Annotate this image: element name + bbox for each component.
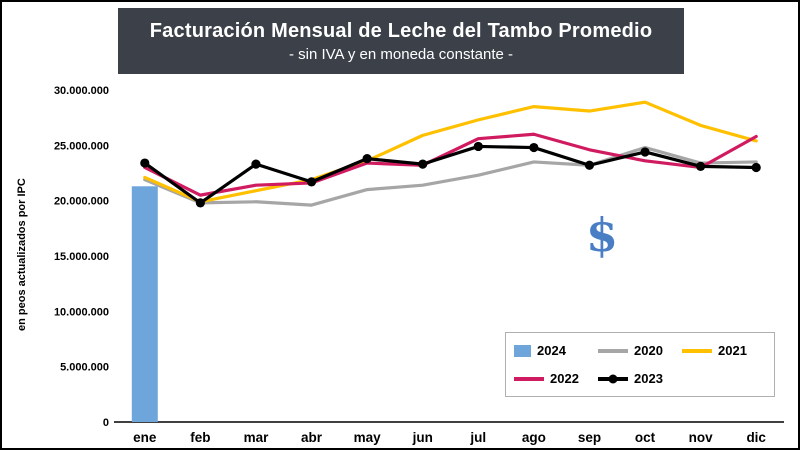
y-tick-label: 15.000.000 xyxy=(54,251,109,263)
legend-label-2023: 2023 xyxy=(634,371,663,386)
y-tick-label: 30.000.000 xyxy=(54,85,109,97)
marker-2023 xyxy=(251,159,261,169)
line-2021 xyxy=(143,100,758,204)
legend-marker-dot xyxy=(608,374,618,383)
legend-swatch-2023 xyxy=(598,373,628,385)
x-tick-label: jun xyxy=(412,430,433,445)
marker-2023 xyxy=(751,162,761,173)
y-tick-label: 5.000.000 xyxy=(60,362,109,374)
x-tick-label: dic xyxy=(746,430,766,445)
x-tick-label: oct xyxy=(635,430,656,445)
y-tick-label: 25.000.000 xyxy=(54,140,109,152)
y-tick-label: 0 xyxy=(103,417,109,429)
legend-label-2024: 2024 xyxy=(537,343,566,358)
x-tick-label: mar xyxy=(244,430,270,445)
marker-2023 xyxy=(640,147,650,157)
x-tick-label: ago xyxy=(522,430,546,445)
legend-item-2021: 2021 xyxy=(682,343,766,358)
legend-swatch-2022 xyxy=(514,373,544,385)
chart-title: Facturación Mensual de Leche del Tambo P… xyxy=(149,19,653,42)
legend-item-2024: 2024 xyxy=(514,343,598,358)
marker-2023 xyxy=(696,161,706,171)
marker-2023 xyxy=(195,198,205,208)
legend-swatch-2020 xyxy=(598,345,628,357)
marker-2023 xyxy=(306,177,317,187)
marker-2023 xyxy=(362,154,372,164)
chart-title-box: Facturación Mensual de Leche del Tambo P… xyxy=(118,8,684,74)
marker-2023 xyxy=(584,160,595,170)
chart-subtitle: - sin IVA y en moneda constante - xyxy=(288,45,513,63)
marker-2023 xyxy=(473,141,483,152)
x-tick-label: feb xyxy=(190,430,210,445)
marker-2023 xyxy=(418,159,428,169)
x-tick-label: ene xyxy=(133,430,157,445)
legend-swatch-2021 xyxy=(682,345,712,357)
bar-2024 xyxy=(131,186,158,422)
x-tick-label: nov xyxy=(689,430,713,445)
x-tick-label: sep xyxy=(578,430,601,445)
y-tick-label: 20.000.000 xyxy=(54,196,109,208)
x-tick-label: jul xyxy=(469,430,486,445)
legend-item-2022: 2022 xyxy=(514,371,598,386)
dollar-sign-annotation: $ xyxy=(586,208,619,262)
legend-label-2022: 2022 xyxy=(550,371,579,386)
marker-2023 xyxy=(140,158,150,168)
x-tick-label: may xyxy=(354,430,382,445)
legend-swatch-2024 xyxy=(514,344,531,357)
line-2022 xyxy=(143,132,758,197)
legend-item-2020: 2020 xyxy=(598,343,682,358)
y-axis-title: en peos actualizados por IPC xyxy=(16,178,28,331)
line-2020 xyxy=(143,145,758,207)
legend-item-2023: 2023 xyxy=(598,371,682,386)
marker-2023 xyxy=(529,142,539,153)
line-2023 xyxy=(143,144,758,205)
legend: 2024 2020 2021 2022 2023 xyxy=(505,332,775,397)
x-tick-label: abr xyxy=(301,430,323,445)
y-tick-label: 10.000.000 xyxy=(54,306,109,318)
legend-label-2021: 2021 xyxy=(718,343,747,358)
legend-label-2020: 2020 xyxy=(634,343,663,358)
